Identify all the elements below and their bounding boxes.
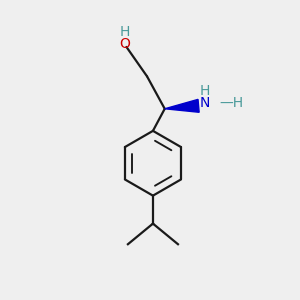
Text: H: H <box>199 84 210 98</box>
Text: —H: —H <box>219 96 243 110</box>
Text: H: H <box>120 25 130 39</box>
Text: O: O <box>119 37 130 51</box>
Polygon shape <box>165 99 199 112</box>
Text: N: N <box>199 96 210 110</box>
